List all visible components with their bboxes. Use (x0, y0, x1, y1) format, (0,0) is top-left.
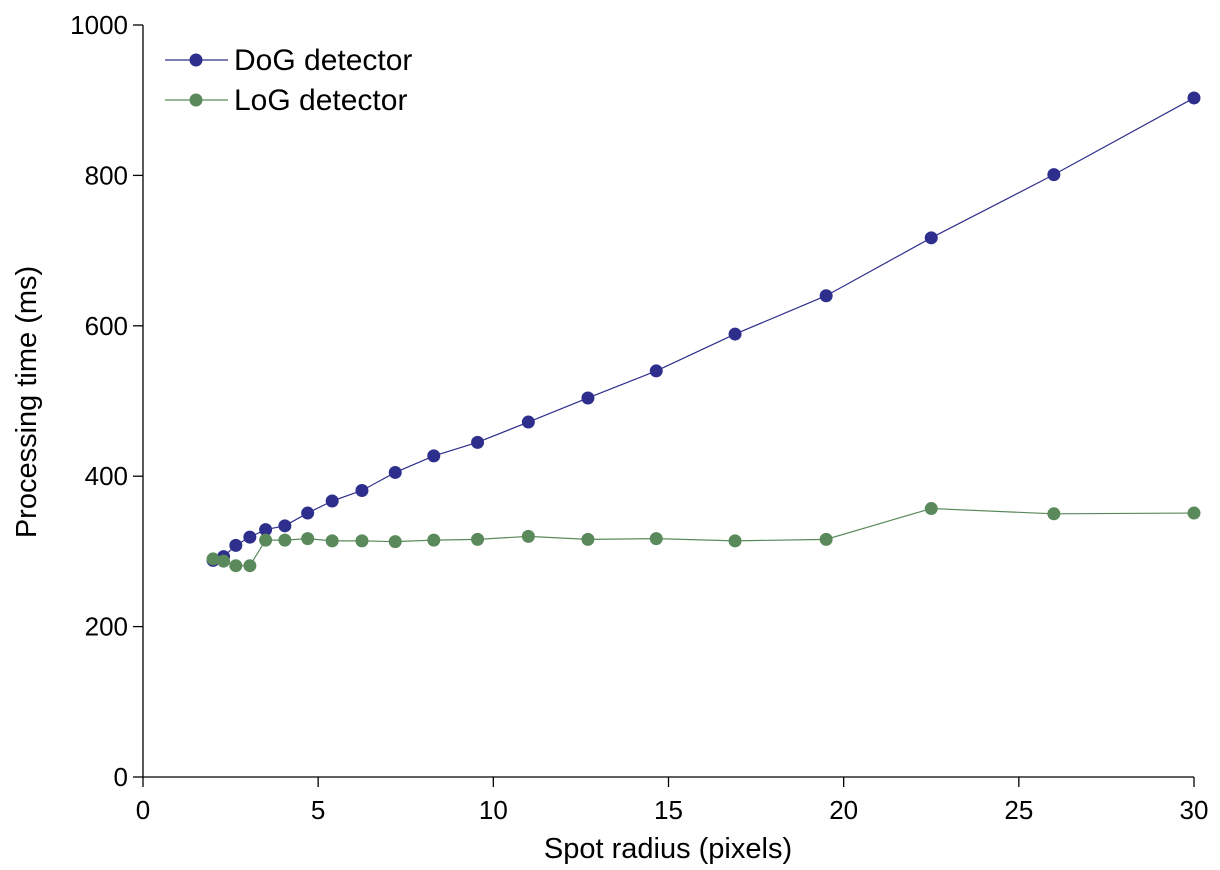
x-tick-label: 30 (1180, 795, 1209, 825)
legend: DoG detector LoG detector (165, 44, 412, 117)
data-point-log-detector (471, 532, 485, 546)
data-point-dog-detector (728, 327, 742, 341)
data-point-dog-detector (581, 391, 595, 405)
data-point-dog-detector (471, 435, 485, 449)
data-point-log-detector (243, 559, 257, 573)
x-tick-label: 5 (311, 795, 325, 825)
legend-label-dog-detector: DoG detector (234, 44, 412, 77)
data-point-log-detector (301, 532, 315, 546)
data-point-dog-detector (301, 506, 315, 520)
x-tick-label: 10 (479, 795, 508, 825)
data-point-log-detector (649, 532, 663, 546)
data-point-dog-detector (1187, 91, 1201, 105)
data-point-log-detector (229, 559, 243, 573)
data-point-log-detector (206, 552, 220, 566)
legend-marker-dog-detector (189, 53, 203, 67)
legend-label-log-detector: LoG detector (234, 84, 407, 117)
data-point-log-detector (581, 532, 595, 546)
y-tick-label: 0 (114, 762, 128, 792)
axes: 0 200 400 600 800 1000 0 5 10 15 20 25 30 (70, 10, 1208, 825)
data-point-dog-detector (229, 538, 243, 552)
y-tick-label: 200 (85, 612, 128, 642)
data-point-log-detector (1047, 507, 1061, 521)
data-point-log-detector (427, 533, 441, 547)
data-point-dog-detector (388, 465, 402, 479)
data-point-dog-detector (649, 364, 663, 378)
data-point-dog-detector (243, 530, 257, 544)
data-point-dog-detector (325, 494, 339, 508)
data-point-dog-detector (819, 289, 833, 303)
data-point-dog-detector (427, 449, 441, 463)
data-point-log-detector (388, 535, 402, 549)
y-tick-label: 800 (85, 160, 128, 190)
y-tick-label: 1000 (70, 10, 128, 40)
data-point-dog-detector (924, 231, 938, 245)
data-point-log-detector (217, 554, 231, 568)
x-tick-label: 15 (654, 795, 683, 825)
x-tick-label: 20 (829, 795, 858, 825)
data-point-dog-detector (1047, 168, 1061, 182)
y-tick-label: 400 (85, 461, 128, 491)
data-point-log-detector (278, 533, 292, 547)
legend-marker-log-detector (189, 93, 203, 107)
data-point-log-detector (819, 532, 833, 546)
data-point-log-detector (325, 534, 339, 548)
y-tick-label: 600 (85, 311, 128, 341)
data-point-log-detector (355, 534, 369, 548)
data-point-log-detector (521, 529, 535, 543)
y-axis-label: Processing time (ms) (11, 266, 43, 538)
x-tick-label: 25 (1004, 795, 1033, 825)
x-tick-label: 0 (136, 795, 150, 825)
series-log-detector (206, 502, 1201, 573)
data-point-log-detector (259, 533, 273, 547)
data-point-log-detector (728, 534, 742, 548)
data-point-dog-detector (355, 483, 369, 497)
series-layer (206, 91, 1201, 573)
x-axis-label: Spot radius (pixels) (544, 833, 792, 865)
series-dog-detector (206, 91, 1201, 567)
data-point-dog-detector (521, 415, 535, 429)
data-point-dog-detector (259, 523, 273, 537)
data-point-log-detector (924, 502, 938, 516)
data-point-dog-detector (278, 519, 292, 533)
data-point-log-detector (1187, 506, 1201, 520)
